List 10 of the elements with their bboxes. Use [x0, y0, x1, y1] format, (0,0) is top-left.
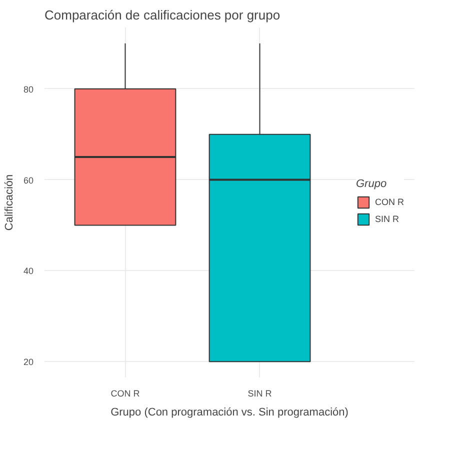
y-tick-label: 80 — [23, 84, 34, 94]
y-tick-label: 20 — [23, 357, 34, 368]
y-axis-title: Calificación — [3, 174, 16, 231]
legend-title: Grupo — [356, 178, 388, 190]
y-tick-label: 60 — [23, 175, 34, 186]
legend-label: CON R — [375, 197, 404, 207]
x-axis-title: Grupo (Con programación vs. Sin programación) — [110, 406, 348, 418]
legend-label: SIN R — [375, 214, 400, 224]
y-tick-label: 40 — [23, 266, 34, 276]
chart-title: Comparación de calificaciones por grupo — [44, 8, 280, 22]
